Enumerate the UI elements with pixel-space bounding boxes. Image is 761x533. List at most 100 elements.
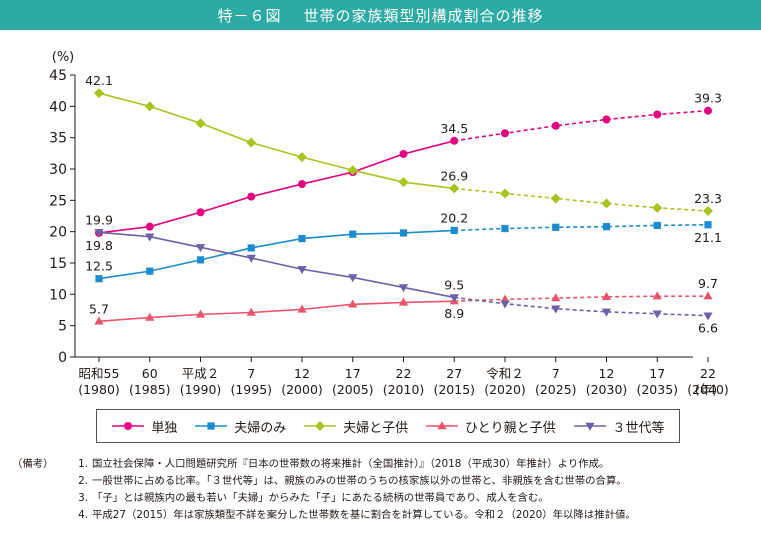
data-point — [398, 284, 409, 293]
data-point — [246, 137, 257, 148]
data-point — [450, 226, 458, 235]
series-line-projected — [454, 295, 708, 303]
series-line-actual — [98, 140, 455, 234]
data-point — [652, 310, 662, 319]
data-point — [247, 192, 256, 201]
data-point — [501, 224, 509, 233]
x-tick-label: 17 — [649, 366, 665, 381]
data-label: 19.9 — [85, 212, 113, 227]
note-row-4: 4. 平成27（2015）年は家族類型不詳を案分した世帯数を基に割合を計算してい… — [12, 507, 757, 524]
data-label: 26.9 — [440, 168, 468, 183]
x-axis-unit: (年) — [695, 382, 717, 397]
y-tick-label: 0 — [58, 350, 67, 366]
x-tick-year-label: (2040) — [687, 382, 729, 397]
data-label: 5.7 — [89, 301, 109, 316]
x-tick-year-label: (1980) — [78, 382, 120, 397]
data-point — [298, 180, 306, 189]
data-label: 9.7 — [698, 276, 718, 291]
legend-item: ３世代等 — [573, 417, 665, 436]
series-line-actual — [98, 92, 455, 190]
data-point — [246, 307, 256, 316]
notes-section: （備考） 1. 国立社会保障・人口問題研究所『日本の世帯数の将来推計（全国推計）… — [12, 456, 757, 524]
y-tick-label: 20 — [49, 225, 67, 241]
data-point — [704, 221, 712, 229]
series-line-projected — [454, 187, 709, 212]
data-label: 9.5 — [444, 277, 464, 292]
data-point — [551, 305, 561, 314]
y-tick-label: 5 — [58, 319, 67, 335]
legend-swatch-icon — [304, 421, 337, 431]
x-tick-label: 27 — [446, 366, 462, 381]
x-tick-year-label: (2000) — [281, 382, 323, 397]
data-point — [349, 230, 357, 238]
data-point — [145, 222, 154, 231]
data-point — [196, 256, 205, 264]
legend-label: 単独 — [151, 420, 178, 436]
y-tick-label: 35 — [49, 131, 67, 147]
series-line-actual — [98, 231, 455, 299]
data-label: 6.6 — [698, 321, 718, 336]
x-tick-label: 22 — [700, 366, 716, 381]
figure-number: 特－６図 — [217, 6, 282, 25]
legend-label: 夫婦と子供 — [343, 420, 409, 436]
data-label: 34.5 — [440, 121, 468, 136]
data-point — [196, 208, 205, 217]
data-point — [146, 267, 154, 275]
data-point — [247, 244, 255, 252]
figure-title: 世帯の家族類型別構成割合の推移 — [303, 6, 544, 25]
x-tick-year-label: (2025) — [535, 382, 577, 397]
x-tick-label: 17 — [345, 366, 361, 381]
data-point — [652, 291, 662, 300]
data-point — [500, 188, 510, 199]
data-point — [601, 308, 612, 317]
x-tick-label: 昭和55 — [79, 366, 120, 381]
data-point — [297, 304, 307, 313]
data-point — [94, 316, 104, 325]
figure-title-banner: 特－６図 世帯の家族類型別構成割合の推移 — [0, 0, 761, 30]
data-point — [551, 293, 561, 302]
data-point — [347, 165, 358, 176]
note-text: 平成27（2015）年は家族類型不詳を案分した世帯数を基に割合を計算している。令… — [92, 509, 636, 521]
x-tick-label: 60 — [142, 366, 158, 381]
data-label: 12.5 — [85, 259, 113, 274]
data-point — [297, 266, 307, 275]
legend-swatch-icon — [426, 421, 459, 430]
data-point — [348, 274, 358, 283]
data-point — [704, 106, 712, 115]
x-tick-year-label: (2015) — [433, 382, 475, 397]
note-row-3: 3. 「子」とは親族内の最も若い「夫婦」からみた「子」にあたる続柄の世帯員であり… — [12, 490, 757, 507]
legend-label: ３世代等 — [612, 420, 665, 436]
data-point — [94, 88, 104, 99]
note-text: 「子」とは親族内の最も若い「夫婦」からみた「子」にあたる続柄の世帯員であり、成人… — [92, 492, 549, 504]
y-tick-label: 15 — [49, 256, 67, 272]
data-point — [449, 183, 460, 194]
y-tick-label: 25 — [49, 193, 67, 209]
data-point — [94, 229, 104, 238]
y-tick-label: 40 — [49, 99, 67, 115]
note-text: 国立社会保障・人口問題研究所『日本の世帯数の将来推計（全国推計）』（2018（平… — [92, 458, 610, 470]
data-point — [246, 254, 256, 263]
series-line-actual — [98, 300, 455, 323]
legend-label: 夫婦のみ — [234, 420, 287, 436]
x-tick-year-label: (1995) — [230, 382, 272, 397]
series-line-projected — [454, 109, 709, 142]
data-point — [703, 205, 713, 216]
data-point — [145, 312, 155, 321]
legend-item: 夫婦と子供 — [303, 417, 408, 436]
note-number: 2. — [78, 475, 88, 487]
data-point — [652, 202, 663, 213]
series-line-projected — [454, 223, 709, 232]
data-point — [399, 229, 408, 237]
data-point — [145, 233, 155, 242]
data-label: 39.3 — [694, 91, 722, 106]
x-tick-label: 7 — [247, 366, 255, 381]
legend-swatch-icon — [573, 422, 606, 431]
x-tick-year-label: (2005) — [332, 382, 374, 397]
data-point — [449, 294, 459, 303]
data-label: 8.9 — [444, 306, 464, 321]
data-point — [501, 129, 509, 138]
data-point — [195, 118, 206, 129]
x-tick-label: 22 — [396, 366, 412, 381]
x-tick-year-label: (1985) — [129, 382, 171, 397]
note-text: 一般世帯に占める比率。「３世代等」は、親族のみの世帯のうちの核家族以外の世帯と、… — [92, 475, 627, 487]
